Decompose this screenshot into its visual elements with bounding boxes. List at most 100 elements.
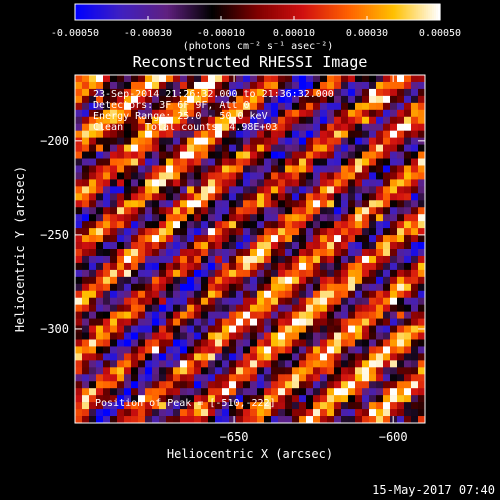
heatmap-cell bbox=[292, 214, 300, 222]
heatmap-cell bbox=[96, 179, 104, 187]
heatmap-cell bbox=[348, 214, 356, 222]
heatmap-cell bbox=[257, 207, 265, 215]
heatmap-cell bbox=[152, 75, 160, 83]
heatmap-cell bbox=[89, 290, 97, 299]
heatmap-cell bbox=[166, 88, 174, 97]
heatmap-cell bbox=[313, 179, 321, 187]
heatmap-cell bbox=[278, 325, 286, 333]
heatmap-cell bbox=[383, 207, 391, 215]
heatmap-cell bbox=[341, 75, 349, 83]
heatmap-cell bbox=[362, 409, 370, 417]
heatmap-cell bbox=[397, 242, 405, 250]
heatmap-cell bbox=[355, 116, 363, 125]
heatmap-cell bbox=[229, 339, 237, 347]
heatmap-cell bbox=[418, 200, 426, 208]
heatmap-cell bbox=[404, 88, 412, 97]
heatmap-cell bbox=[369, 318, 377, 326]
heatmap-cell bbox=[334, 242, 342, 250]
heatmap-cell bbox=[348, 409, 356, 417]
heatmap-cell bbox=[355, 172, 363, 180]
colorbar-cell bbox=[97, 4, 100, 20]
heatmap-cell bbox=[341, 186, 349, 194]
heatmap-cell bbox=[390, 193, 398, 201]
heatmap-cell bbox=[166, 249, 174, 257]
heatmap-cell bbox=[124, 269, 132, 278]
heatmap-cell bbox=[404, 207, 412, 215]
colorbar-cell bbox=[314, 4, 317, 20]
heatmap-cell bbox=[397, 95, 405, 104]
heatmap-cell bbox=[334, 221, 342, 229]
heatmap-cell bbox=[334, 137, 342, 145]
heatmap-cell bbox=[89, 242, 97, 250]
heatmap-cell bbox=[180, 207, 188, 215]
heatmap-cell bbox=[180, 95, 188, 104]
heatmap-cell bbox=[152, 186, 160, 194]
heatmap-cell bbox=[201, 311, 209, 319]
heatmap-cell bbox=[306, 235, 314, 243]
heatmap-cell bbox=[334, 388, 342, 396]
colorbar-cell bbox=[235, 4, 238, 20]
heatmap-cell bbox=[292, 158, 300, 166]
heatmap-cell bbox=[292, 116, 300, 125]
heatmap-cell bbox=[201, 409, 209, 417]
heatmap-cell bbox=[138, 374, 146, 382]
heatmap-cell bbox=[362, 81, 370, 90]
heatmap-cell bbox=[89, 402, 97, 410]
heatmap-cell bbox=[131, 353, 139, 361]
heatmap-cell bbox=[236, 332, 244, 340]
heatmap-cell bbox=[201, 88, 209, 97]
heatmap-cell bbox=[166, 388, 174, 396]
heatmap-cell bbox=[250, 81, 258, 90]
heatmap-cell bbox=[89, 88, 97, 97]
heatmap-cell bbox=[82, 381, 90, 389]
heatmap-cell bbox=[208, 297, 216, 305]
heatmap-cell bbox=[334, 346, 342, 354]
heatmap-cell bbox=[222, 283, 230, 292]
heatmap-cell bbox=[131, 332, 139, 340]
heatmap-cell bbox=[299, 172, 307, 180]
heatmap-cell bbox=[222, 262, 230, 271]
heatmap-cell bbox=[215, 165, 223, 173]
heatmap-cell bbox=[418, 360, 426, 368]
heatmap-cell bbox=[320, 88, 328, 97]
colorbar-cell bbox=[223, 4, 226, 20]
heatmap-cell bbox=[194, 130, 202, 138]
heatmap-cell bbox=[369, 179, 377, 187]
heatmap-cell bbox=[152, 318, 160, 326]
heatmap-cell bbox=[327, 123, 335, 131]
heatmap-cell bbox=[355, 242, 363, 250]
chart-title: Reconstructed RHESSI Image bbox=[133, 53, 368, 71]
heatmap-cell bbox=[110, 172, 118, 180]
heatmap-cell bbox=[166, 172, 174, 180]
colorbar-cell bbox=[320, 4, 323, 20]
heatmap-cell bbox=[313, 381, 321, 389]
heatmap-cell bbox=[173, 339, 181, 347]
heatmap-cell bbox=[299, 297, 307, 305]
heatmap-cell bbox=[166, 346, 174, 354]
heatmap-cell bbox=[341, 353, 349, 361]
heatmap-cell bbox=[362, 374, 370, 382]
heatmap-cell bbox=[166, 109, 174, 118]
heatmap-cell bbox=[89, 249, 97, 257]
heatmap-cell bbox=[194, 409, 202, 417]
heatmap-cell bbox=[222, 228, 230, 236]
heatmap-cell bbox=[369, 332, 377, 340]
heatmap-cell bbox=[334, 290, 342, 299]
heatmap-cell bbox=[173, 81, 181, 90]
heatmap-cell bbox=[131, 116, 139, 125]
heatmap-cell bbox=[208, 325, 216, 333]
heatmap-cell bbox=[201, 151, 209, 159]
heatmap-cell bbox=[222, 249, 230, 257]
heatmap-cell bbox=[306, 151, 314, 159]
heatmap-cell bbox=[257, 262, 265, 271]
heatmap-cell bbox=[348, 95, 356, 104]
heatmap-cell bbox=[145, 346, 153, 354]
heatmap-cell bbox=[383, 388, 391, 396]
heatmap-cell bbox=[306, 81, 314, 90]
heatmap-cell bbox=[124, 249, 132, 257]
heatmap-cell bbox=[355, 179, 363, 187]
heatmap-cell bbox=[117, 304, 125, 312]
heatmap-cell bbox=[201, 242, 209, 250]
heatmap-cell bbox=[243, 318, 251, 326]
heatmap-cell bbox=[173, 290, 181, 299]
